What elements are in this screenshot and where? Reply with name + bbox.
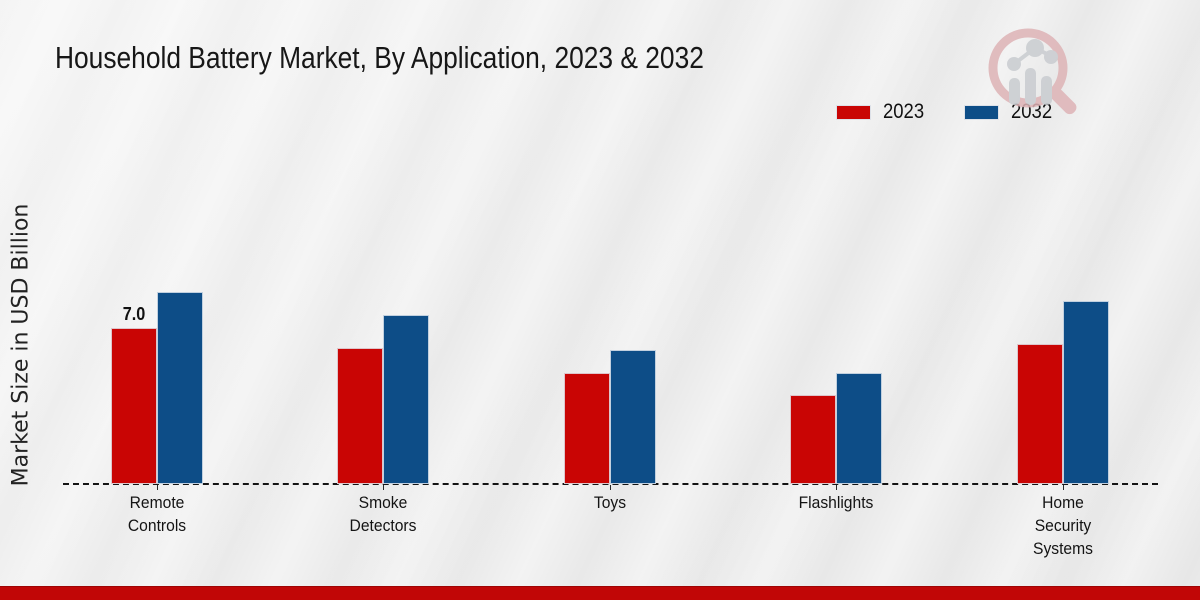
bar-2023-remote-controls — [110, 327, 157, 484]
category-label-toys: Toys — [593, 493, 626, 512]
category-label-remote-controls: Remote Controls — [127, 493, 186, 535]
x-axis-tick — [836, 485, 837, 490]
x-axis-tick — [1062, 485, 1064, 490]
legend-swatch-2032 — [963, 104, 999, 120]
bar-2023-home-security-systems — [1016, 343, 1063, 484]
bar-2023-flashlights — [790, 394, 836, 484]
magnifier-barchart-logo-icon — [988, 28, 1077, 115]
x-axis-dashed-baseline — [63, 483, 1158, 485]
category-label-flashlights: Flashlights — [798, 493, 874, 512]
bar-2023-smoke-detectors — [337, 347, 383, 484]
x-axis-tick — [609, 485, 611, 490]
x-axis-tick — [383, 485, 384, 490]
bar-2032-smoke-detectors — [383, 314, 429, 484]
bar-value-label: 7.0 — [122, 303, 145, 324]
bar-2023-toys — [563, 372, 610, 484]
category-label-smoke-detectors: Smoke Detectors — [349, 493, 417, 535]
category-label-home-security-systems: Home Security Systems — [1032, 493, 1093, 558]
bar-2032-toys — [609, 350, 656, 484]
x-axis-tick — [156, 485, 158, 490]
legend-item-2023: 2023 — [836, 100, 930, 124]
bar-2032-remote-controls — [156, 292, 203, 484]
bar-2032-flashlights — [836, 372, 882, 484]
legend-swatch-2023 — [836, 104, 871, 120]
bar-2032-home-security-systems — [1062, 301, 1109, 484]
chart-title: Household Battery Market, By Application… — [55, 40, 704, 75]
footer-accent-bar — [0, 586, 1200, 600]
legend-label-2023: 2023 — [883, 100, 925, 123]
